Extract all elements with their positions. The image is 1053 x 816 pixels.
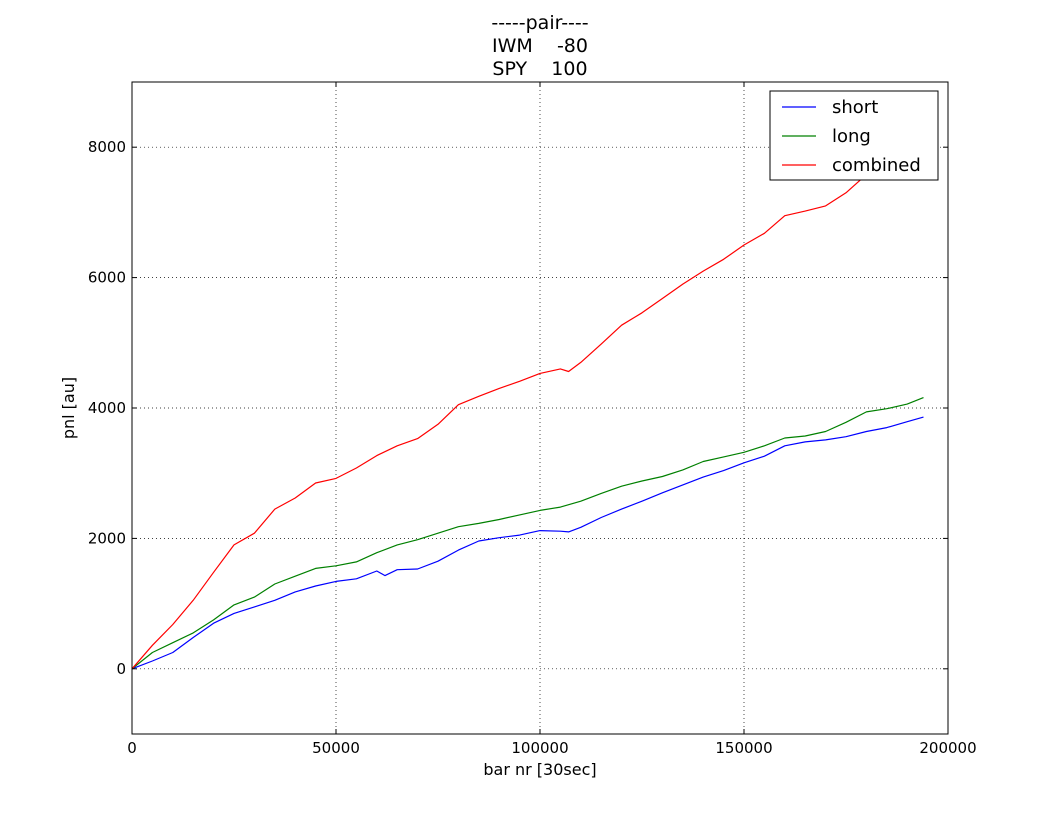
y-tick-label: 0 xyxy=(116,660,126,678)
x-tick-label: 200000 xyxy=(919,739,976,757)
legend-label-short: short xyxy=(832,97,878,118)
chart-title-line-2: IWM -80 xyxy=(492,35,588,57)
chart-title-line-1: -----pair---- xyxy=(491,12,589,34)
x-tick-label: 100000 xyxy=(511,739,568,757)
chart-title-line-3: SPY 100 xyxy=(492,58,588,80)
series-layer xyxy=(132,120,924,670)
x-tick-label: 50000 xyxy=(312,739,360,757)
y-axis-label: pnl [au] xyxy=(59,377,78,439)
x-tick-label: 150000 xyxy=(715,739,772,757)
x-tick-label: 0 xyxy=(127,739,137,757)
y-tick-label: 6000 xyxy=(88,269,126,287)
series-line-short xyxy=(132,416,924,670)
legend: short long combined xyxy=(769,90,939,181)
y-tick-label: 2000 xyxy=(88,529,126,547)
series-line-long xyxy=(132,397,924,670)
grid-lines xyxy=(132,82,948,734)
y-tick-label: 8000 xyxy=(88,138,126,156)
series-line-combined xyxy=(132,120,924,670)
legend-label-combined: combined xyxy=(832,155,921,176)
axis-ticks: 0 50000 100000 150000 200000 0 2000 4000 6000 800… xyxy=(88,82,977,757)
y-tick-label: 4000 xyxy=(88,399,126,417)
x-axis-label: bar nr [30sec] xyxy=(483,760,596,779)
legend-label-long: long xyxy=(832,126,871,147)
